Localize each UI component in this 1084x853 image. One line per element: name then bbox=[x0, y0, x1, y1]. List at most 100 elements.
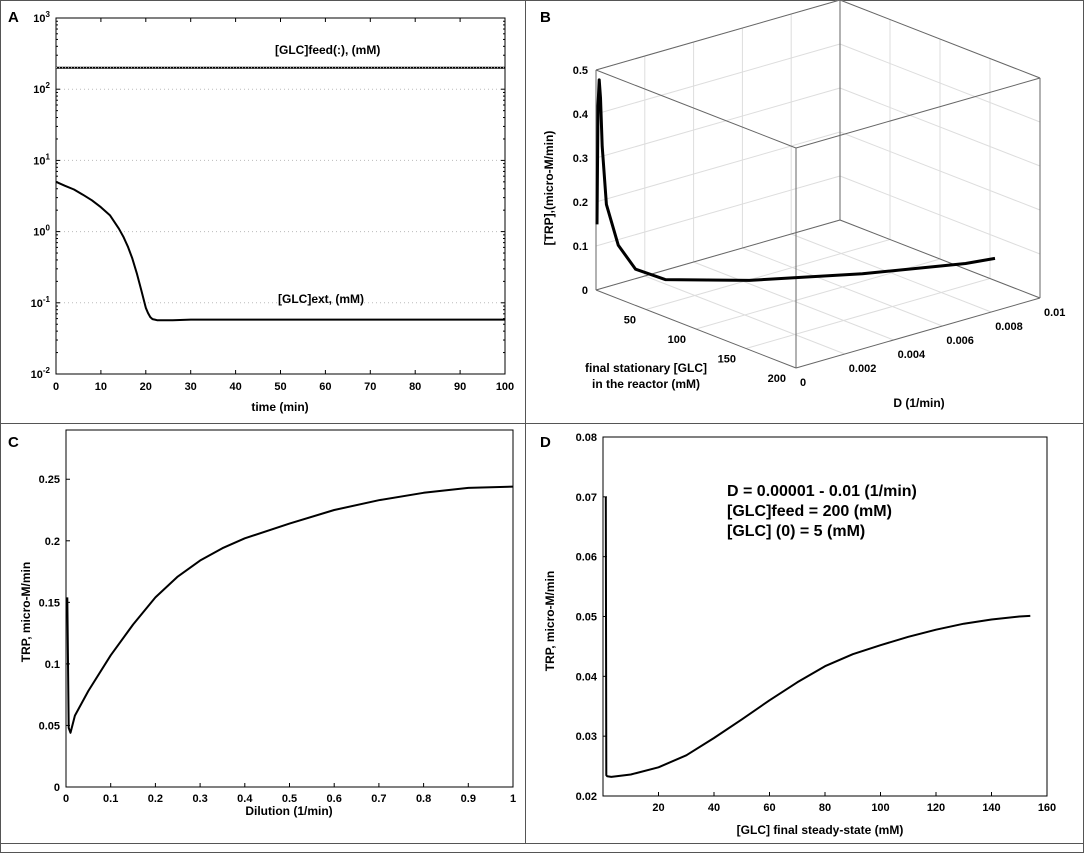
panel-a-xtick-label: 80 bbox=[409, 381, 421, 393]
panel-a-series-ext-line bbox=[55, 180, 505, 322]
panel-d-xtick-label: 40 bbox=[708, 802, 720, 814]
panel-a-series bbox=[55, 66, 505, 322]
panel-c-ytick-label: 0.15 bbox=[39, 597, 60, 609]
panel-a-ticks: 0 10 20 30 40 50 60 70 80 90 100 10-2 10-1 100 101 102 1… bbox=[31, 10, 515, 393]
panel-a-annotation-ext: [GLC]ext, (mM) bbox=[278, 292, 364, 306]
panel-d-ytick-label: 0.05 bbox=[576, 612, 597, 624]
panel-a-ytick-label: 102 bbox=[33, 81, 50, 96]
panel-a-ytick-label: 10-2 bbox=[31, 366, 51, 381]
panel-a-xtick-label: 0 bbox=[53, 381, 59, 393]
panel-a-grid bbox=[56, 88, 505, 304]
panel-b-box-edge bbox=[795, 77, 1041, 149]
panel-b-box-edge bbox=[839, 219, 1041, 299]
panel-a-ytick-label: 101 bbox=[33, 152, 50, 167]
panel-b-xtick-label: 50 bbox=[624, 315, 636, 327]
panel-c-ylabel: TRP, micro-M/min bbox=[19, 562, 33, 662]
panel-a-xtick-label: 10 bbox=[95, 381, 107, 393]
panel-c-xtick-label: 0.8 bbox=[416, 793, 431, 805]
panel-b-zlabel: [TRP],(micro-M/min) bbox=[542, 131, 556, 246]
panel-b-grid-line bbox=[645, 239, 891, 310]
panel-b-xlabel-line1: final stationary [GLC] bbox=[585, 361, 707, 375]
panel-b-series-line bbox=[595, 78, 996, 282]
panel-b-ytick-label: 0.008 bbox=[995, 321, 1023, 333]
panel-c-series bbox=[66, 485, 514, 734]
panel-d-ytick-label: 0.07 bbox=[576, 492, 597, 504]
panel-a-xlabel: time (min) bbox=[251, 400, 308, 414]
panel-b-box-edge bbox=[595, 289, 797, 369]
panel-b-ytick-label: 0 bbox=[800, 377, 806, 389]
panel-b: 0 0.1 0.2 0.3 0.4 0.5 50 100 150 200 0 0.002 0.004 0.… bbox=[542, 0, 1065, 410]
panel-b-xtick-label: 150 bbox=[718, 354, 736, 366]
panel-d-annotation-initial: [GLC] (0) = 5 (mM) bbox=[727, 523, 865, 540]
panel-c-xtick-label: 1 bbox=[510, 793, 516, 805]
panel-b-ytick-label: 0.006 bbox=[946, 335, 974, 347]
panel-b-ztick-label: 0.2 bbox=[573, 197, 588, 209]
panel-d-series-line bbox=[604, 496, 1031, 778]
panel-b-box bbox=[595, 0, 1041, 369]
panel-c-xtick-label: 0.9 bbox=[461, 793, 476, 805]
panel-c-ytick-label: 0.25 bbox=[39, 474, 60, 486]
panel-label-a: A bbox=[8, 9, 19, 26]
panel-a: 0 10 20 30 40 50 60 70 80 90 100 10-2 10-1 100 101 102 1… bbox=[31, 10, 515, 414]
panel-a-xtick-label: 40 bbox=[229, 381, 241, 393]
panel-b-box-edge bbox=[795, 297, 1041, 369]
panel-a-xtick-label: 90 bbox=[454, 381, 466, 393]
panel-b-xtick-label: 200 bbox=[768, 373, 786, 385]
panel-a-ytick-label: 100 bbox=[33, 224, 50, 239]
panel-c-xtick-label: 0 bbox=[63, 793, 69, 805]
panel-d-ytick-label: 0.04 bbox=[576, 671, 598, 683]
panel-b-grid-line bbox=[595, 87, 841, 159]
panel-b-box-edge bbox=[595, 0, 841, 71]
panel-d-xtick-label: 20 bbox=[652, 802, 664, 814]
panel-c-xtick-label: 0.3 bbox=[192, 793, 207, 805]
panel-d-xtick-label: 140 bbox=[982, 802, 1000, 814]
panel-a-xtick-label: 70 bbox=[364, 381, 376, 393]
panel-c: 0 0.1 0.2 0.3 0.4 0.5 0.6 0.7 0.8 0.9 1 0 0.05 0.1 0.1… bbox=[19, 429, 516, 818]
panel-b-ytick-label: 0.01 bbox=[1044, 307, 1065, 319]
panel-label-b: B bbox=[540, 9, 551, 26]
panel-label-d: D bbox=[540, 434, 551, 451]
panel-d-annotation-dilution: D = 0.00001 - 0.01 (1/min) bbox=[727, 483, 917, 500]
panel-b-grid-line bbox=[595, 175, 841, 247]
panel-b-xtick-label: 100 bbox=[668, 334, 686, 346]
panel-b-xlabel-line2: in the reactor (mM) bbox=[592, 377, 700, 391]
panel-c-xtick-label: 0.1 bbox=[103, 793, 118, 805]
panel-b-ztick-label: 0.4 bbox=[573, 109, 589, 121]
panel-b-grid-line bbox=[745, 278, 991, 349]
panel-a-xtick-label: 50 bbox=[274, 381, 286, 393]
panel-b-ztick-label: 0.5 bbox=[573, 65, 588, 77]
panel-d-xtick-label: 80 bbox=[819, 802, 831, 814]
panel-d-xtick-label: 120 bbox=[927, 802, 945, 814]
panel-d: 20 40 60 80 100 120 140 160 0.02 0.03 0.04 0.05 0.06… bbox=[543, 432, 1056, 837]
panel-a-xtick-label: 100 bbox=[496, 381, 514, 393]
panel-a-xtick-label: 20 bbox=[140, 381, 152, 393]
panel-a-xtick-label: 30 bbox=[185, 381, 197, 393]
panel-a-annotation-feed: [GLC]feed(:), (mM) bbox=[275, 43, 380, 57]
panel-c-ytick-label: 0.2 bbox=[45, 536, 60, 548]
panel-a-ytick-label: 10-1 bbox=[31, 295, 51, 310]
panel-c-xtick-label: 0.6 bbox=[327, 793, 342, 805]
panel-d-annotation-feed: [GLC]feed = 200 (mM) bbox=[727, 503, 892, 520]
panel-d-ticks: 20 40 60 80 100 120 140 160 0.02 0.03 0.04 0.05 0.06… bbox=[576, 432, 1057, 814]
panel-d-ytick-label: 0.08 bbox=[576, 432, 597, 444]
panel-a-ytick-label: 103 bbox=[33, 10, 50, 25]
panel-b-ylabel: D (1/min) bbox=[893, 396, 944, 410]
panel-d-ytick-label: 0.03 bbox=[576, 731, 597, 743]
panel-d-xtick-label: 160 bbox=[1038, 802, 1056, 814]
panel-c-series-line bbox=[66, 485, 514, 734]
panel-b-box-edge bbox=[595, 219, 841, 291]
panel-a-xtick-label: 60 bbox=[319, 381, 331, 393]
panel-b-grid-line bbox=[595, 131, 841, 203]
panel-b-grid-line bbox=[595, 43, 841, 115]
panel-c-ytick-label: 0 bbox=[54, 782, 60, 794]
panel-b-ytick-label: 0.002 bbox=[849, 363, 877, 375]
panel-d-ylabel: TRP, micro-M/min bbox=[543, 571, 557, 671]
panel-c-xtick-label: 0.7 bbox=[371, 793, 386, 805]
panel-b-box-edge bbox=[595, 69, 797, 149]
panel-c-xlabel: Dilution (1/min) bbox=[245, 804, 332, 818]
panel-d-ytick-label: 0.06 bbox=[576, 552, 597, 564]
panel-c-xtick-label: 0.5 bbox=[282, 793, 297, 805]
panel-d-xtick-label: 60 bbox=[763, 802, 775, 814]
panel-c-ytick-label: 0.1 bbox=[45, 659, 60, 671]
